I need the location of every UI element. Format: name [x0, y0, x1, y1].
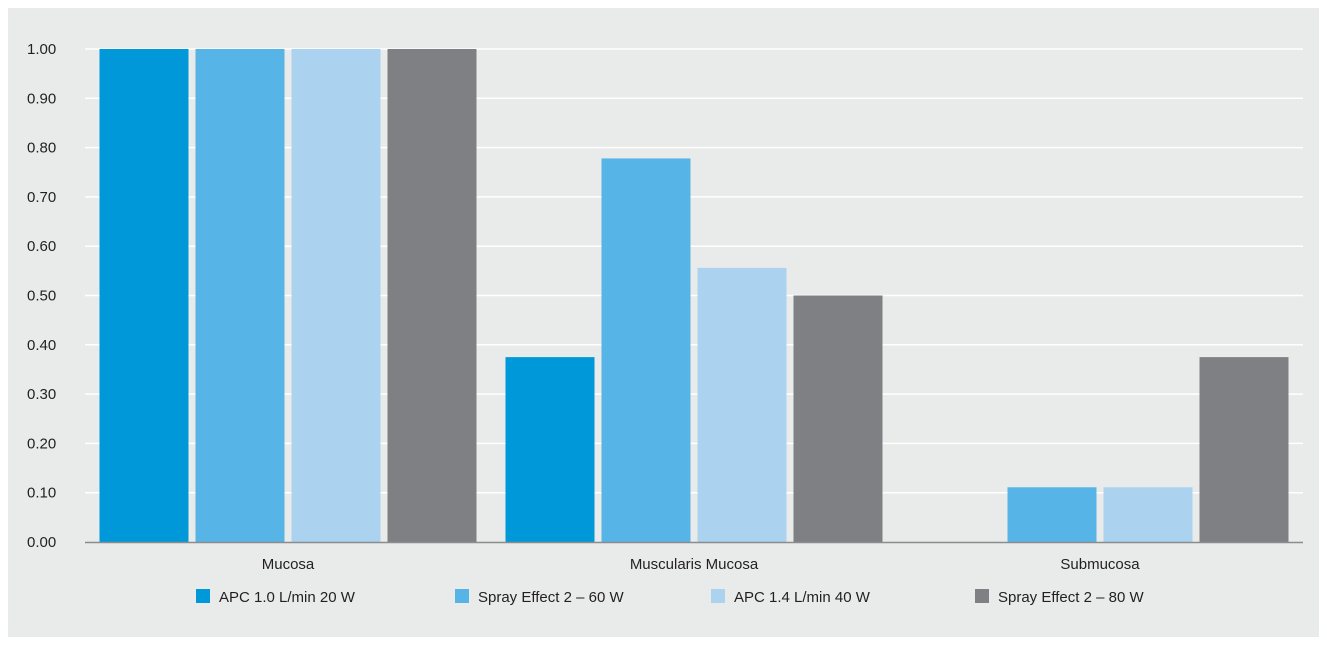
bar-chart: 0.00 0.10 0.20 0.30 0.40 0.50 0.60 0.70 0.80 0.90…: [27, 41, 1303, 606]
legend: APC 1.0 L/min 20 W Spray Effect 2 – 60 W A…: [196, 589, 1144, 606]
y-tick-label: 0.60: [27, 238, 56, 255]
bar: [99, 49, 189, 542]
y-axis-ticks: 0.00 0.10 0.20 0.30 0.40 0.50 0.60 0.70 0.80 0.90…: [27, 41, 56, 551]
bar: [387, 49, 477, 542]
bar: [1199, 357, 1289, 542]
chart-panel: 0.00 0.10 0.20 0.30 0.40 0.50 0.60 0.70 0.80 0.90…: [8, 8, 1319, 637]
y-tick-label: 0.70: [27, 189, 56, 206]
legend-swatch: [196, 589, 210, 603]
legend-label: Spray Effect 2 – 60 W: [478, 589, 624, 606]
bar: [697, 267, 787, 542]
x-category-label: Muscularis Mucosa: [630, 556, 759, 573]
y-tick-label: 0.20: [27, 435, 56, 452]
x-axis-categories: Mucosa Muscularis Mucosa Submucosa: [262, 556, 1141, 573]
bar: [505, 357, 595, 542]
x-category-label: Mucosa: [262, 556, 315, 573]
legend-label: APC 1.0 L/min 20 W: [219, 589, 356, 606]
y-tick-label: 0.50: [27, 288, 56, 305]
y-tick-label: 0.80: [27, 140, 56, 157]
legend-label: Spray Effect 2 – 80 W: [998, 589, 1144, 606]
gridlines: [85, 48, 1303, 494]
legend-swatch: [975, 589, 989, 603]
y-tick-label: 0.00: [27, 534, 56, 551]
bar: [291, 49, 381, 542]
x-category-label: Submucosa: [1060, 556, 1140, 573]
bar: [793, 295, 883, 542]
y-tick-label: 0.90: [27, 90, 56, 107]
y-tick-label: 0.10: [27, 485, 56, 502]
bar: [601, 158, 691, 543]
y-tick-label: 0.30: [27, 386, 56, 403]
y-tick-label: 0.40: [27, 337, 56, 354]
bar: [1007, 487, 1097, 542]
bars: [99, 49, 1289, 543]
y-tick-label: 1.00: [27, 41, 56, 58]
bar: [1103, 487, 1193, 542]
bar: [195, 49, 285, 542]
legend-label: APC 1.4 L/min 40 W: [734, 589, 871, 606]
legend-swatch: [455, 589, 469, 603]
legend-swatch: [711, 589, 725, 603]
